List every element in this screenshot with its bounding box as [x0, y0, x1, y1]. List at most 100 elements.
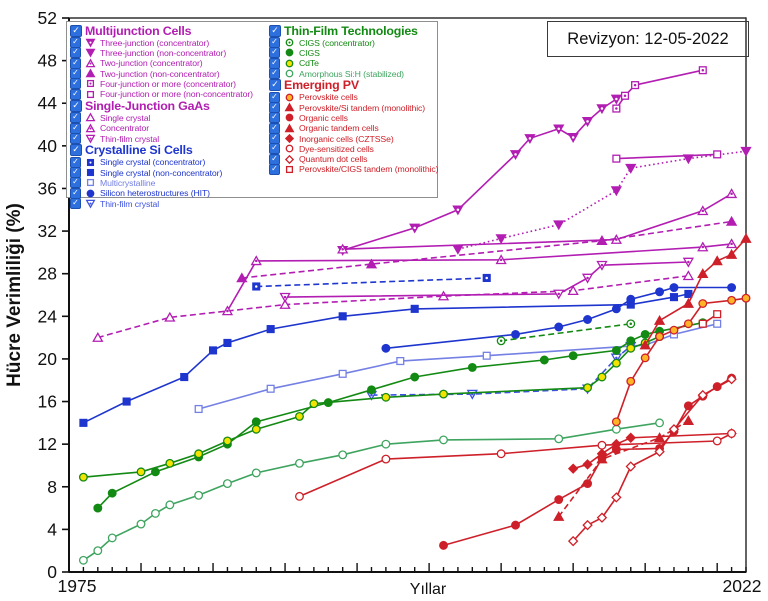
series-mj_4j_nonconc — [612, 150, 722, 163]
legend-item-mj_4j_conc[interactable]: ✓ Four-junction or more (concentrator) — [70, 78, 269, 90]
legend-item-mj_3j_nonconc[interactable]: ✓ Three-junction (non-concentrator) — [70, 47, 269, 59]
series-marker-icon — [85, 58, 96, 68]
legend-item-gaas_conc[interactable]: ✓ Concentrator — [70, 122, 269, 134]
legend-item-label: Four-junction or more (non-concentrator) — [100, 89, 253, 100]
legend-group-single-junction-gaas[interactable]: ✓ Single-Junction GaAs — [70, 99, 269, 113]
legend-item-pero_si[interactable]: ✓ Perovskite/Si tandem (monolithic) — [269, 102, 437, 114]
series-marker-icon — [86, 169, 95, 177]
legend-group-crystalline-si-cells[interactable]: ✓ Crystalline Si Cells — [70, 143, 269, 158]
legend-item-label: Single crystal — [100, 112, 151, 123]
series-cztsse — [567, 428, 737, 474]
legend-item-label: Perovskite cells — [299, 92, 358, 103]
legend-checkbox[interactable]: ✓ — [269, 79, 281, 92]
legend-item-label: Two-junction (concentrator) — [100, 58, 203, 69]
series-cdte — [78, 332, 665, 482]
series-marker-icon — [285, 114, 294, 122]
legend-group-thin-film-technologies[interactable]: ✓ Thin-Film Technologies — [269, 24, 437, 38]
y-tick-label: 12 — [38, 434, 57, 454]
y-tick-label: 28 — [38, 264, 57, 284]
series-marker-icon — [85, 68, 96, 78]
legend-checkbox[interactable]: ✓ — [269, 143, 280, 155]
series-marker-icon — [85, 134, 96, 144]
legend-item-label: CIGS — [299, 47, 320, 58]
legend-item-mj_3j_conc[interactable]: ✓ Three-junction (concentrator) — [70, 37, 269, 49]
series-mj_3j_conc — [337, 94, 622, 256]
legend-item-label: Inorganic cells (CZTSSe) — [299, 133, 394, 144]
legend-checkbox[interactable]: ✓ — [269, 153, 280, 165]
legend-item-label: Two-junction (non-concentrator) — [100, 68, 220, 79]
legend-checkbox[interactable]: ✓ — [70, 100, 82, 113]
legend-item-organic[interactable]: ✓ Organic cells — [269, 112, 437, 124]
legend-item-cigs_conc[interactable]: ✓ CIGS (concentrator) — [269, 37, 437, 49]
series-marker-icon — [285, 93, 294, 102]
legend-checkbox[interactable]: ✓ — [269, 112, 280, 124]
legend-checkbox[interactable]: ✓ — [269, 68, 280, 80]
legend-item-label: CdTe — [299, 58, 319, 69]
y-tick-label: 20 — [38, 349, 58, 369]
legend-item-si_multi[interactable]: ✓ Multicrystalline — [70, 177, 269, 189]
series-qd — [567, 373, 737, 547]
legend-item-mj_4j_nonconc[interactable]: ✓ Four-junction or more (non-concentrator… — [70, 88, 269, 100]
legend-item-si_conc[interactable]: ✓ Single crystal (concentrator) — [70, 156, 269, 168]
legend-checkbox[interactable]: ✓ — [70, 78, 81, 90]
legend-checkbox[interactable]: ✓ — [70, 144, 82, 157]
legend-checkbox[interactable]: ✓ — [70, 198, 81, 210]
series-gaas_single — [92, 270, 695, 342]
series-si_hit — [381, 283, 737, 353]
series-marker-icon — [85, 123, 96, 132]
legend-group-emerging-pv[interactable]: ✓ Emerging PV — [269, 78, 437, 92]
series-marker-icon — [86, 80, 95, 88]
legend-item-mj_2j_conc[interactable]: ✓ Two-junction (concentrator) — [70, 57, 269, 69]
legend-item-asi[interactable]: ✓ Amorphous Si:H (stabilized) — [269, 68, 437, 80]
legend-checkbox[interactable]: ✓ — [70, 133, 81, 145]
legend-item-pero_cigs[interactable]: ✓ Perovskite/CIGS tandem (monolithic) — [269, 163, 439, 175]
legend-item-dye[interactable]: ✓ Dye-sensitized cells — [269, 143, 437, 155]
y-tick-label: 44 — [38, 93, 58, 113]
series-marker-icon — [285, 69, 294, 78]
series-marker-icon — [284, 154, 295, 164]
legend-item-gaas_single[interactable]: ✓ Single crystal — [70, 112, 269, 124]
legend-group-title: Crystalline Si Cells — [85, 143, 193, 158]
series-marker-icon — [85, 49, 96, 58]
y-tick-label: 24 — [38, 306, 58, 326]
legend-item-label: Quantum dot cells — [299, 154, 368, 165]
series-mj_3j_nonconc — [452, 146, 752, 255]
legend-item-mj_2j_nonconc[interactable]: ✓ Two-junction (non-concentrator) — [70, 68, 269, 80]
legend-item-label: Thin-film crystal — [100, 198, 160, 209]
series-marker-icon — [284, 102, 295, 112]
series-marker-icon — [85, 38, 96, 48]
legend-item-label: Concentrator — [100, 123, 150, 134]
legend-item-gaas_thinfilm[interactable]: ✓ Thin-film crystal — [70, 133, 269, 145]
series-pero — [611, 293, 751, 427]
legend-checkbox[interactable]: ✓ — [70, 177, 81, 189]
legend-item-label: Amorphous Si:H (stabilized) — [299, 68, 404, 79]
legend-item-cdte[interactable]: ✓ CdTe — [269, 57, 437, 69]
series-marker-icon — [285, 144, 294, 153]
series-marker-icon — [86, 90, 95, 98]
legend-checkbox[interactable]: ✓ — [269, 47, 280, 59]
legend-checkbox[interactable]: ✓ — [269, 24, 281, 37]
chart-legend: ✓ Multijunction Cells ✓ Three-junction (con… — [66, 21, 439, 210]
legend-checkbox[interactable]: ✓ — [70, 112, 81, 124]
legend-item-cigs[interactable]: ✓ CIGS — [269, 47, 437, 59]
legend-item-label: Organic cells — [299, 112, 348, 123]
series-si_single — [79, 289, 693, 427]
legend-checkbox[interactable]: ✓ — [70, 47, 81, 59]
legend-item-cztsse[interactable]: ✓ Inorganic cells (CZTSSe) — [269, 133, 437, 145]
series-cigs — [93, 318, 708, 513]
legend-item-pero[interactable]: ✓ Perovskite cells — [269, 91, 437, 103]
y-tick-label: 4 — [47, 519, 57, 539]
legend-group-multijunction-cells[interactable]: ✓ Multijunction Cells — [70, 24, 269, 38]
legend-checkbox[interactable]: ✓ — [70, 24, 82, 37]
series-si_multi — [194, 319, 722, 414]
legend-item-si_hit[interactable]: ✓ Silicon heterostructures (HIT) — [70, 187, 269, 199]
legend-item-organic_tandem[interactable]: ✓ Organic tandem cells — [269, 122, 437, 134]
legend-item-si_thinfilm[interactable]: ✓ Thin-film crystal — [70, 198, 269, 210]
legend-checkbox[interactable]: ✓ — [70, 88, 81, 100]
legend-item-si_single[interactable]: ✓ Single crystal (non-concentrator) — [70, 167, 269, 179]
series-asi — [78, 418, 665, 565]
series-marker-icon — [86, 189, 95, 198]
legend-checkbox[interactable]: ✓ — [269, 163, 280, 175]
legend-item-qd[interactable]: ✓ Quantum dot cells — [269, 153, 437, 165]
legend-item-label: CIGS (concentrator) — [299, 37, 375, 48]
